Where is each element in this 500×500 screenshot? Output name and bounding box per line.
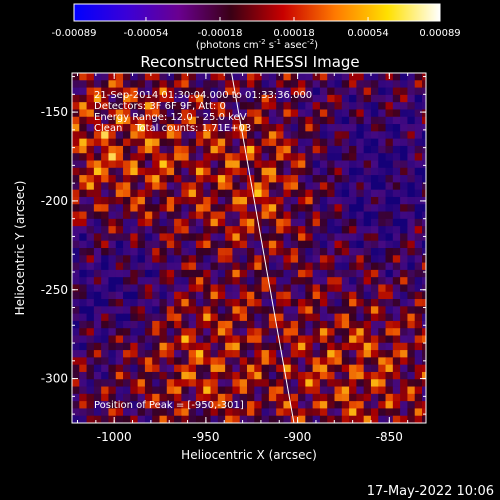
x-tick-label: -850 <box>376 430 403 444</box>
colorbar-tick-label: -0.00089 <box>52 28 97 39</box>
peak-position-label: Position of Peak = [-950,-301] <box>94 400 244 411</box>
colorbar-unit-label: (photons cm-2 s-1 asec-2) <box>196 38 318 51</box>
annotation-clean-counts: Clean Total counts: 1.71E+03 <box>94 123 251 134</box>
x-tick-label: -900 <box>284 430 311 444</box>
y-axis-label: Heliocentric Y (arcsec) <box>13 181 27 316</box>
x-axis-ticks: -1000 -950 -900 -850 <box>77 73 427 444</box>
colorbar-ticks: -0.00089 -0.00054 -0.00018 0.00018 0.00054 0.… <box>52 17 461 39</box>
y-tick-label: -150 <box>41 105 68 119</box>
plot-title: Reconstructed RHESSI Image <box>140 53 359 71</box>
heatmap-image <box>72 73 426 423</box>
x-tick-label: -1000 <box>97 430 132 444</box>
x-tick-label: -950 <box>192 430 219 444</box>
colorbar-tick-label: 0.00054 <box>347 28 388 39</box>
annotation-detectors: Detectors: 3F 6F 9F, Att: 0 <box>94 101 226 112</box>
y-tick-label: -200 <box>41 194 68 208</box>
plot-frame <box>71 72 427 424</box>
annotation-energy-range: Energy Range: 12.0 - 25.0 keV <box>94 112 247 123</box>
y-axis-ticks: -150 -200 -250 -300 <box>41 76 426 415</box>
colorbar <box>73 3 441 22</box>
colorbar-tick-label: -0.00018 <box>198 28 243 39</box>
colorbar-tick-label: 0.00018 <box>273 28 314 39</box>
solar-limb-line <box>231 73 295 423</box>
y-tick-label: -250 <box>41 283 68 297</box>
annotation-time-range: 21-Sep-2014 01:30:04.000 to 01:33:36.000 <box>94 90 312 101</box>
x-axis-label: Heliocentric X (arcsec) <box>181 448 317 462</box>
y-tick-label: -300 <box>41 372 68 386</box>
plot-timestamp: 17-May-2022 10:06 <box>367 484 494 499</box>
colorbar-tick-label: 0.00089 <box>419 28 460 39</box>
colorbar-tick-label: -0.00054 <box>123 28 168 39</box>
